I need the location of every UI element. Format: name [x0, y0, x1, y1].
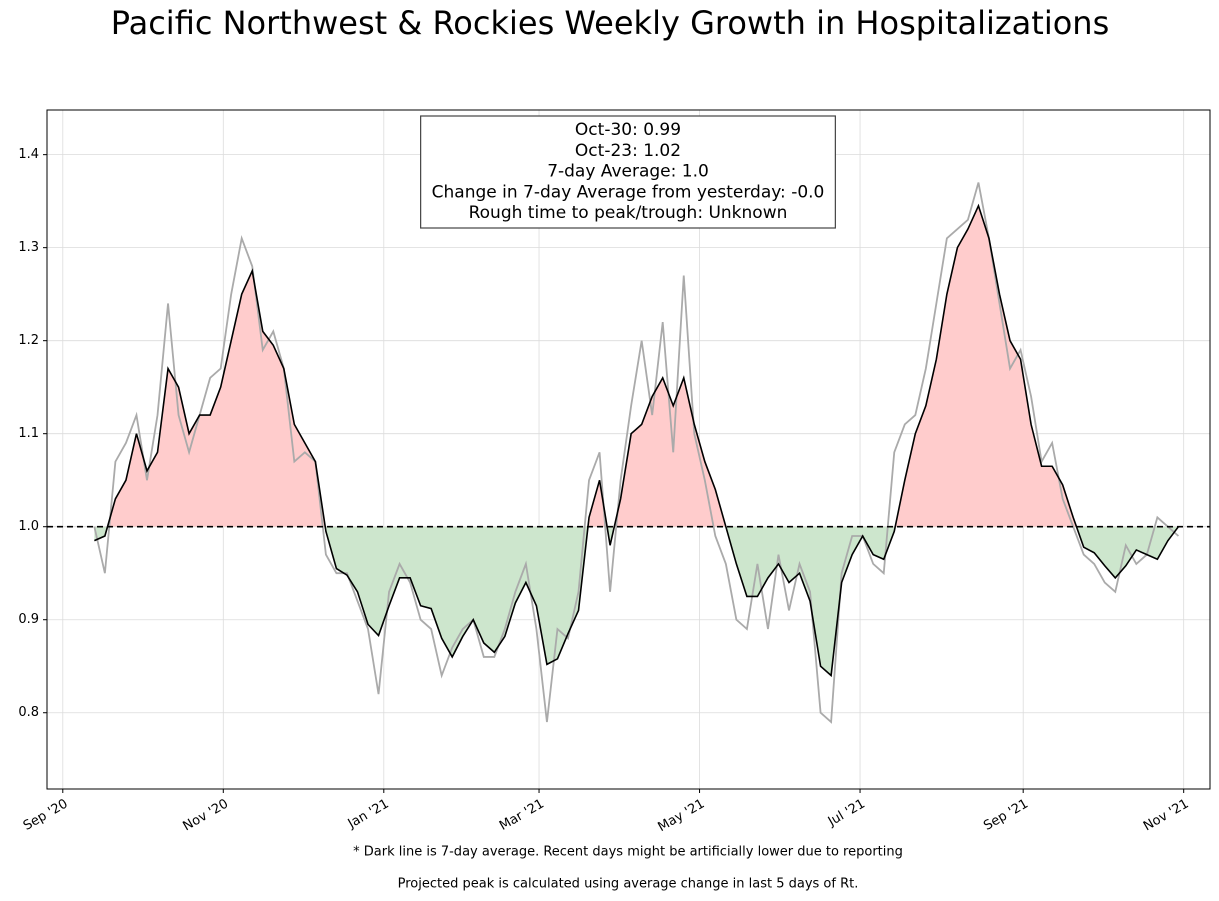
y-tick-label: 1.3	[18, 240, 39, 255]
footnote: * Dark line is 7-day average. Recent day…	[353, 845, 903, 860]
x-tick-label: Sep '20	[21, 797, 71, 834]
x-tick-label: Sep '21	[981, 797, 1031, 834]
area-above	[94, 205, 1179, 527]
chart-title: Pacific Northwest & Rockies Weekly Growt…	[111, 4, 1110, 42]
y-tick-label: 1.0	[18, 519, 39, 534]
footnote: Projected peak is calculated using avera…	[398, 877, 859, 892]
x-tick-label: Nov '21	[1141, 797, 1191, 835]
y-tick-label: 1.2	[18, 333, 39, 348]
annotation-line: Rough time to peak/trough: Unknown	[469, 203, 788, 223]
annotation-frame	[420, 115, 836, 229]
annotation-line: Change in 7-day Average from yesterday: …	[432, 182, 825, 202]
line	[94, 203, 1180, 678]
annotation-line: 7-day Average: 1.0	[547, 162, 709, 182]
line	[93, 182, 1180, 724]
x-tick-label: Nov '20	[181, 797, 231, 835]
y-tick-label: 1.4	[18, 147, 39, 162]
plot-frame	[46, 109, 1211, 790]
x-tick-label: May '21	[656, 797, 708, 836]
x-tick-label: Jul '21	[825, 797, 868, 830]
y-tick-label: 0.9	[18, 612, 39, 627]
x-tick-label: Jan '21	[345, 797, 392, 833]
y-tick-label: 1.1	[18, 426, 39, 441]
area-below	[94, 526, 1179, 676]
annotation-line: Oct-30: 0.99	[575, 120, 681, 140]
x-tick-label: Mar '21	[497, 797, 547, 834]
annotation-line: Oct-23: 1.02	[575, 141, 681, 161]
y-tick-label: 0.8	[18, 705, 39, 720]
